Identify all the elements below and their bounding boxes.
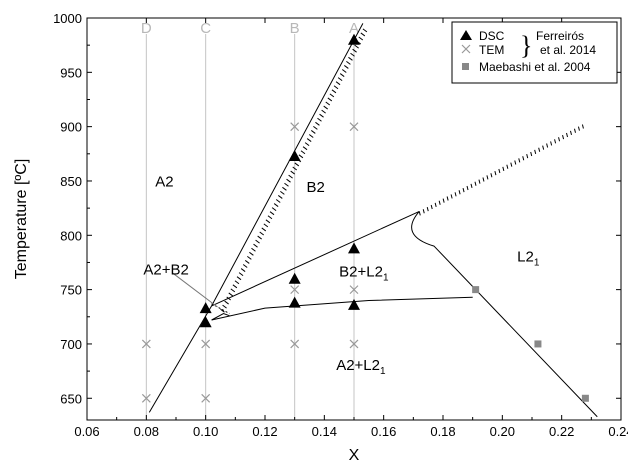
dsc-point xyxy=(199,316,212,328)
tem-point xyxy=(201,393,211,403)
y-tick-label: 950 xyxy=(60,65,82,80)
y-tick-label: 850 xyxy=(60,174,82,189)
maebashi-point xyxy=(534,340,542,348)
x-tick-label: 0.20 xyxy=(490,424,515,439)
tem-point xyxy=(349,339,359,349)
y-tick-label: 800 xyxy=(60,228,82,243)
x-tick-label: 0.08 xyxy=(134,424,159,439)
series-cross xyxy=(141,122,359,403)
boundary-upper-left xyxy=(211,312,230,321)
composition-label-B: B xyxy=(290,20,300,37)
boundary-dotted xyxy=(211,303,230,314)
x-tick-label: 0.12 xyxy=(252,424,277,439)
region-label: A2+B2 xyxy=(143,261,188,278)
maebashi-point xyxy=(472,286,480,294)
dsc-point xyxy=(288,149,301,161)
region-label: A2 xyxy=(155,173,173,190)
legend-group-label-2: et al. 2014 xyxy=(540,43,596,57)
x-tick-label: 0.06 xyxy=(74,424,99,439)
region-pointer-line xyxy=(172,272,218,308)
legend xyxy=(451,21,618,84)
tem-point xyxy=(290,339,300,349)
series-triangle xyxy=(199,33,360,328)
tem-point xyxy=(141,393,151,403)
series-square xyxy=(472,286,589,402)
hatched-boundary-b2-l21 xyxy=(418,124,584,216)
tem-point xyxy=(290,285,300,295)
composition-label-D: D xyxy=(141,20,152,37)
y-tick-label: 700 xyxy=(60,337,82,352)
tem-point xyxy=(201,339,211,349)
y-tick-label: 750 xyxy=(60,283,82,298)
legend-dsc-marker xyxy=(460,30,472,40)
x-tick-label: 0.16 xyxy=(371,424,396,439)
boundary-a2-b2 xyxy=(148,23,364,413)
composition-label-C: C xyxy=(200,20,211,37)
composition-label-A: A xyxy=(349,20,359,37)
x-tick-label: 0.22 xyxy=(549,424,574,439)
dsc-point xyxy=(199,302,212,314)
legend-brace: } xyxy=(520,31,532,60)
region-label: B2 xyxy=(307,179,325,196)
legend-label-tem: TEM xyxy=(479,43,504,57)
legend-maebashi-marker xyxy=(462,63,469,70)
y-tick-label: 650 xyxy=(60,391,82,406)
region-label: A2+L21 xyxy=(336,357,386,377)
dsc-point xyxy=(288,272,301,284)
region-label: L21 xyxy=(517,248,540,268)
legend-group-label: Ferreirós xyxy=(536,29,584,43)
tem-point xyxy=(141,339,151,349)
dsc-point xyxy=(348,33,360,45)
region-label: B2+L21 xyxy=(339,264,389,284)
y-tick-label: 1000 xyxy=(53,11,82,26)
legend-label-maebashi: Maebashi et al. 2004 xyxy=(479,60,591,74)
boundary-three-phase xyxy=(211,296,473,321)
legend-tem-marker xyxy=(461,44,471,54)
dsc-point xyxy=(348,242,360,254)
x-tick-label: 0.10 xyxy=(193,424,218,439)
y-tick-label: 900 xyxy=(60,120,82,135)
tem-point xyxy=(349,122,359,132)
legend-label-dsc: DSC xyxy=(479,29,505,43)
x-axis-title: X xyxy=(349,447,360,463)
dsc-point xyxy=(288,296,301,308)
x-tick-label: 0.24 xyxy=(608,424,628,439)
tem-point xyxy=(349,285,359,295)
maebashi-point xyxy=(581,394,589,402)
dsc-point xyxy=(348,298,360,310)
y-axis-title: Temperature [ºC] xyxy=(13,159,30,280)
hatched-boundary-a2-b2 xyxy=(220,28,368,313)
boundary-b2-l21 xyxy=(211,210,420,307)
tem-point xyxy=(290,122,300,132)
x-tick-label: 0.14 xyxy=(312,424,337,439)
boundary-l21 xyxy=(411,211,598,418)
x-tick-label: 0.18 xyxy=(430,424,455,439)
